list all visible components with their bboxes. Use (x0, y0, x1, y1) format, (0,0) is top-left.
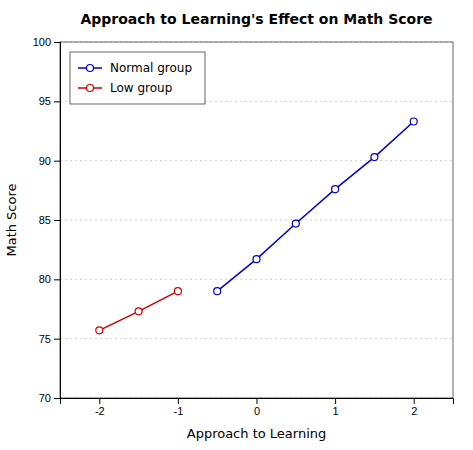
axis-line (54, 43, 61, 399)
marker (332, 186, 339, 193)
tick: 90 (39, 155, 60, 167)
tick: 0 (254, 398, 260, 417)
tick: 100 (33, 36, 60, 48)
marker (214, 288, 221, 295)
grid-line (60, 279, 453, 280)
marker (371, 154, 378, 161)
marker (174, 288, 181, 295)
tick: 2 (411, 398, 417, 417)
legend-marker (87, 65, 94, 72)
tick: 95 (39, 95, 60, 107)
grid-line (60, 220, 453, 221)
axis-line (61, 399, 454, 405)
legend-marker (87, 85, 94, 92)
tick: 1 (333, 398, 339, 417)
marker (135, 308, 142, 315)
legend-label: Normal group (110, 61, 192, 75)
tick-label: 95 (39, 95, 51, 107)
tick: 80 (39, 273, 60, 285)
tick-label: 85 (39, 214, 51, 226)
chart: -2 -1 0 1 2 70 75 80 85 90 95 100 Normal group Low gr… (0, 0, 473, 450)
grid-line (60, 160, 453, 161)
y-axis: 70 75 80 85 90 95 100 (33, 36, 61, 404)
marker (410, 118, 417, 125)
tick-mark (99, 398, 100, 404)
plot: -2 -1 0 1 2 70 75 80 85 90 95 100 Normal group Low gr… (33, 36, 454, 417)
series-line (217, 122, 414, 292)
tick-mark (54, 101, 60, 102)
tick-mark (54, 398, 60, 399)
tick-label: 100 (33, 36, 51, 48)
tick-mark (54, 220, 60, 221)
tick-label: 75 (39, 333, 51, 345)
tick: -2 (95, 398, 105, 417)
x-axis: -2 -1 0 1 2 (61, 398, 454, 417)
tick-label: -1 (174, 405, 184, 417)
plot-frame (60, 42, 453, 398)
tick: -1 (174, 398, 184, 417)
tick-label: 1 (333, 405, 339, 417)
title: Approach to Learning's Effect on Math Sc… (80, 11, 432, 27)
tick-label: 70 (39, 392, 51, 404)
tick-mark (414, 398, 415, 404)
legend: Normal group Low group (70, 52, 205, 104)
tick: 70 (39, 392, 60, 404)
tick-label: 0 (254, 405, 260, 417)
y-axis-title: Math Score (4, 183, 19, 256)
tick-mark (54, 161, 60, 162)
series-line (99, 291, 178, 330)
x-axis-title: Approach to Learning (187, 426, 327, 441)
tick-label: 90 (39, 155, 51, 167)
legend-frame (70, 52, 205, 104)
tick-label: -2 (95, 405, 105, 417)
tick-mark (54, 339, 60, 340)
marker (253, 256, 260, 263)
tick-mark (54, 42, 60, 43)
grid-line (60, 338, 453, 339)
marker (292, 220, 299, 227)
tick-mark (178, 398, 179, 404)
tick: 85 (39, 214, 60, 226)
marks (96, 118, 417, 334)
tick-label: 80 (39, 273, 51, 285)
marker (96, 327, 103, 334)
tick-mark (54, 279, 60, 280)
tick-mark (257, 398, 258, 404)
tick-label: 2 (411, 405, 417, 417)
tick-mark (335, 398, 336, 404)
legend-label: Low group (110, 81, 172, 95)
grid (60, 42, 453, 398)
tick: 75 (39, 333, 60, 345)
